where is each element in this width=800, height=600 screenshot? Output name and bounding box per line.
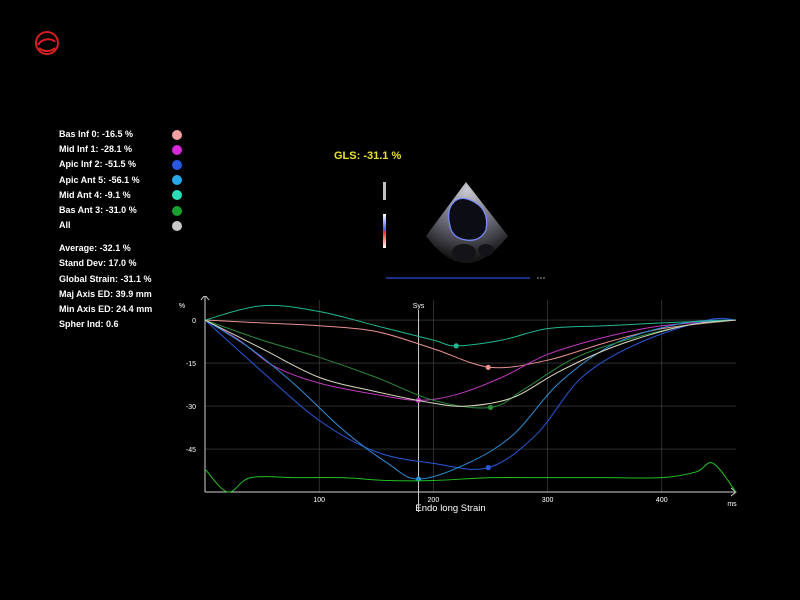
- stat-sphericity: Spher Ind: 0.6: [59, 319, 119, 330]
- legend-item[interactable]: All: [59, 218, 189, 233]
- strain-chart: % 0 -15 -30 -45 100 200 300 400 ms Endo long Strai…: [179, 296, 737, 514]
- x-tick-label: 200: [428, 497, 440, 504]
- y-tick-label: -15: [186, 361, 196, 368]
- legend-dot-mid-inf: [172, 144, 182, 155]
- series-line: [204, 462, 737, 493]
- y-axis-unit: %: [179, 303, 185, 310]
- stat-minor-axis: Min Axis ED: 24.4 mm: [59, 304, 153, 315]
- systole-marker-label: Sys: [413, 303, 425, 310]
- legend-item[interactable]: Bas Inf 0: -16.5 %: [59, 127, 189, 142]
- y-tick-label: -45: [186, 447, 196, 454]
- legend-dot-all: [172, 220, 182, 231]
- left-atrium: [452, 244, 476, 260]
- stat-major-axis: Maj Axis ED: 39.9 mm: [59, 288, 152, 299]
- legend-label: Bas Ant 3: -31.0 %: [59, 204, 137, 215]
- timeline-dot: [540, 277, 542, 279]
- series-line: [204, 319, 737, 480]
- left-ventricle: [448, 197, 488, 241]
- right-atrium: [478, 244, 494, 256]
- strain-statistics: Average: -32.1 % Stand Dev: 17.0 % Globa…: [59, 241, 199, 333]
- legend-label: Mid Inf 1: -28.1 %: [59, 144, 133, 155]
- legend-item[interactable]: Apic Inf 2: -51.5 %: [59, 157, 189, 172]
- stat-average: Average: -32.1 %: [59, 243, 131, 253]
- x-tick-label: 400: [656, 497, 668, 504]
- series-point: [485, 364, 491, 370]
- legend-dot-bas-ant: [172, 205, 182, 216]
- series-line: [204, 319, 737, 369]
- legend-item[interactable]: Mid Inf 1: -28.1 %: [59, 142, 189, 157]
- legend-label: Apic Inf 2: -51.5 %: [59, 159, 137, 170]
- series-line: [204, 304, 737, 347]
- y-tick-label: 0: [192, 318, 196, 325]
- legend-dot-bas-inf: [172, 129, 182, 140]
- legend-label: Mid Ant 4: -9.1 %: [59, 189, 131, 200]
- timeline-dot: [537, 277, 539, 279]
- echo-image: [383, 182, 545, 279]
- y-axis-arrow: [200, 296, 210, 301]
- timeline-dot: [543, 277, 545, 279]
- legend-label: Bas Inf 0: -16.5 %: [59, 129, 134, 139]
- series-point: [487, 404, 494, 411]
- segment-legend: Bas Inf 0: -16.5 % Mid Inf 1: -28.1 % Ap…: [59, 127, 189, 233]
- stat-std-dev: Stand Dev: 17.0 %: [59, 258, 137, 269]
- x-axis-label: Endo long Strain: [415, 503, 485, 514]
- legend-label: All: [59, 220, 71, 231]
- y-tick-label: -30: [186, 404, 196, 411]
- legend-item[interactable]: Mid Ant 4: -9.1 %: [59, 188, 189, 203]
- gls-value: GLS: -31.1 %: [334, 150, 402, 162]
- color-scale-bar: [383, 214, 386, 248]
- x-tick-label: 100: [313, 497, 325, 504]
- series-point: [453, 343, 459, 349]
- legend-item[interactable]: Apic Ant 5: -56.1 %: [59, 173, 189, 188]
- x-tick-label: 300: [542, 497, 554, 504]
- echo-logo-icon: [35, 31, 59, 55]
- series-point: [485, 465, 491, 471]
- series-line: [204, 317, 737, 470]
- stat-global-strain: Global Strain: -31.1 %: [59, 273, 152, 284]
- grayscale-bar: [383, 182, 386, 200]
- legend-dot-apic-ant: [172, 175, 182, 186]
- series-line: [204, 319, 737, 407]
- legend-dot-apic-inf: [172, 159, 182, 170]
- x-axis-unit: ms: [727, 501, 737, 508]
- legend-dot-mid-ant: [172, 190, 182, 201]
- legend-label: Apic Ant 5: -56.1 %: [59, 174, 140, 185]
- legend-item[interactable]: Bas Ant 3: -31.0 %: [59, 203, 189, 218]
